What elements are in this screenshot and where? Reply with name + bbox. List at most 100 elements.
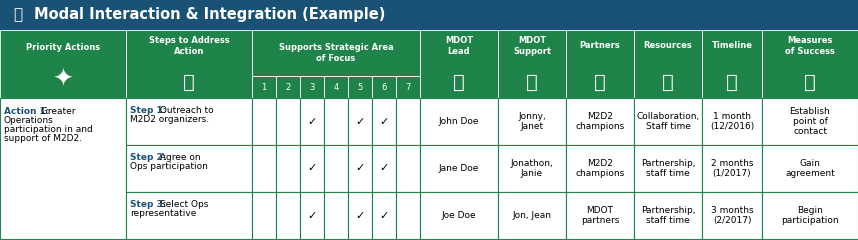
Text: 📈: 📈	[804, 72, 816, 91]
Text: ✓: ✓	[307, 210, 317, 221]
Text: M2D2 organizers.: M2D2 organizers.	[130, 115, 209, 124]
Bar	[634, 192, 702, 239]
Text: Jonny,
Janet: Jonny, Janet	[518, 112, 546, 131]
Text: 2: 2	[286, 83, 291, 91]
Bar	[498, 145, 566, 192]
Text: 2 months
(1/2017): 2 months (1/2017)	[710, 159, 753, 178]
Text: 🔧: 🔧	[662, 72, 674, 91]
Text: ✓: ✓	[379, 163, 389, 174]
Bar	[498, 192, 566, 239]
Bar	[372, 98, 396, 145]
Text: 🤝: 🤝	[594, 72, 606, 91]
Bar	[276, 98, 300, 145]
Bar	[276, 192, 300, 239]
Bar	[634, 98, 702, 145]
Text: Establish
point of
contact: Establish point of contact	[789, 107, 831, 136]
Text: Joe Doe: Joe Doe	[442, 211, 476, 220]
Bar	[762, 30, 858, 98]
Text: Step 3:: Step 3:	[130, 200, 166, 209]
Bar	[396, 145, 420, 192]
Bar	[324, 76, 348, 98]
Text: support of M2D2.: support of M2D2.	[4, 134, 82, 143]
Text: 5: 5	[358, 83, 363, 91]
Bar	[420, 145, 498, 192]
Text: Partners: Partners	[580, 42, 620, 50]
Bar	[126, 30, 252, 98]
Text: Ops participation: Ops participation	[130, 162, 208, 171]
Bar	[566, 98, 634, 145]
Text: 1 month
(12/2016): 1 month (12/2016)	[710, 112, 754, 131]
Bar	[300, 98, 324, 145]
Text: 1: 1	[262, 83, 267, 91]
Text: Step 2:: Step 2:	[130, 153, 166, 162]
Text: Greater: Greater	[38, 107, 76, 116]
Bar	[0, 98, 126, 239]
Bar	[420, 30, 498, 98]
Bar	[566, 30, 634, 98]
Bar	[634, 145, 702, 192]
Bar	[566, 145, 634, 192]
Bar	[762, 145, 858, 192]
Bar	[348, 76, 372, 98]
Bar	[498, 98, 566, 145]
Text: Outreach to: Outreach to	[157, 106, 214, 115]
Bar	[252, 30, 420, 76]
Text: Jane Doe: Jane Doe	[438, 164, 479, 173]
Text: Begin
participation: Begin participation	[781, 206, 839, 225]
Bar	[324, 98, 348, 145]
Text: Action 1:: Action 1:	[4, 107, 50, 116]
Bar	[702, 192, 762, 239]
Bar	[0, 0, 858, 30]
Bar	[702, 145, 762, 192]
Text: Collaboration,
Staff time: Collaboration, Staff time	[637, 112, 699, 131]
Text: 7: 7	[405, 83, 411, 91]
Text: Gain
agreement: Gain agreement	[785, 159, 835, 178]
Bar	[300, 145, 324, 192]
Text: ✓: ✓	[355, 210, 365, 221]
Text: 6: 6	[381, 83, 387, 91]
Text: ✓: ✓	[379, 116, 389, 126]
Text: 👥: 👥	[526, 72, 538, 91]
Bar	[0, 30, 126, 98]
Bar	[420, 98, 498, 145]
Bar	[372, 76, 396, 98]
Bar	[396, 192, 420, 239]
Text: Select Ops: Select Ops	[157, 200, 208, 209]
Text: representative: representative	[130, 209, 196, 218]
Text: MDOT
partners: MDOT partners	[581, 206, 619, 225]
Bar	[702, 30, 762, 98]
Text: MDOT
Support: MDOT Support	[513, 36, 551, 56]
Text: Jonathon,
Janie: Jonathon, Janie	[511, 159, 553, 178]
Bar	[300, 192, 324, 239]
Text: Partnership,
staff time: Partnership, staff time	[641, 206, 695, 225]
Text: 4: 4	[334, 83, 339, 91]
Bar	[372, 145, 396, 192]
Text: 🚶: 🚶	[453, 72, 465, 91]
Bar	[348, 192, 372, 239]
Bar	[762, 98, 858, 145]
Text: M2D2
champions: M2D2 champions	[576, 112, 625, 131]
Text: ✓: ✓	[307, 163, 317, 174]
Text: Jon, Jean: Jon, Jean	[512, 211, 552, 220]
Bar	[498, 30, 566, 98]
Text: Priority Actions: Priority Actions	[26, 43, 100, 53]
Bar	[348, 98, 372, 145]
Text: 🦾: 🦾	[14, 7, 22, 23]
Text: Measures
of Success: Measures of Success	[785, 36, 835, 56]
Bar	[252, 192, 276, 239]
Bar	[396, 98, 420, 145]
Bar	[126, 192, 252, 239]
Text: Partnership,
staff time: Partnership, staff time	[641, 159, 695, 178]
Bar	[396, 76, 420, 98]
Text: Operations: Operations	[4, 116, 54, 125]
Text: participation in and: participation in and	[4, 125, 93, 134]
Bar	[252, 98, 276, 145]
Bar	[372, 192, 396, 239]
Text: 3: 3	[310, 83, 315, 91]
Text: ✦: ✦	[52, 68, 74, 92]
Text: Modal Interaction & Integration (Example): Modal Interaction & Integration (Example…	[34, 7, 385, 23]
Bar	[0, 30, 858, 98]
Text: MDOT
Lead: MDOT Lead	[445, 36, 473, 56]
Text: 📋: 📋	[183, 72, 195, 91]
Text: Supports Strategic Area
of Focus: Supports Strategic Area of Focus	[279, 43, 393, 63]
